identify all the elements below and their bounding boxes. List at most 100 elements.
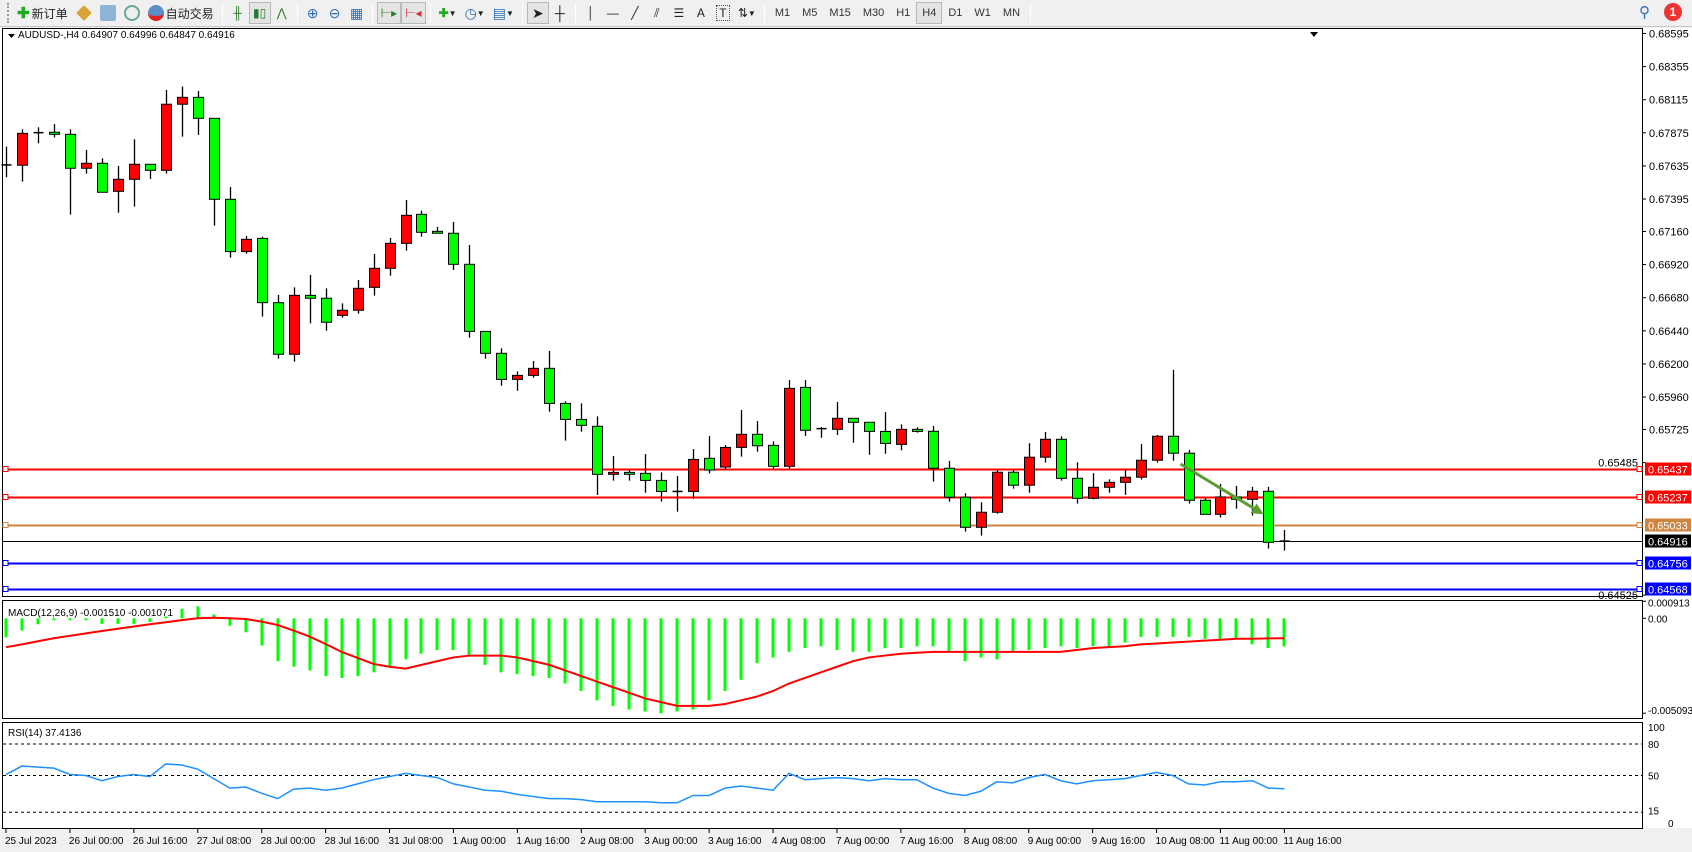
candle[interactable] xyxy=(1056,436,1067,481)
autoscroll-button[interactable]: ⊢◂ xyxy=(401,2,426,24)
timeframe-m5[interactable]: M5 xyxy=(802,7,818,19)
metaeditor-button[interactable] xyxy=(72,2,96,24)
candle[interactable] xyxy=(880,412,891,454)
crosshair-button[interactable]: ┼ xyxy=(549,2,571,24)
periods-button[interactable]: ◷ ▼ xyxy=(461,2,489,24)
bar-chart-button[interactable]: ╫ xyxy=(227,2,249,24)
candle[interactable] xyxy=(257,236,268,317)
timeframe-h4[interactable]: H4 xyxy=(916,2,943,24)
candle[interactable] xyxy=(1152,434,1163,463)
candle[interactable] xyxy=(353,280,364,314)
line-handle-left[interactable] xyxy=(2,494,9,500)
candle[interactable] xyxy=(113,165,124,213)
timeframe-mn[interactable]: MN xyxy=(1002,7,1021,19)
candle[interactable] xyxy=(401,200,412,251)
zoom-in-button[interactable]: ⊕ xyxy=(302,2,324,24)
candle[interactable] xyxy=(432,226,443,234)
candle[interactable] xyxy=(177,86,188,137)
signals-button[interactable] xyxy=(120,2,144,24)
timeframe-w1[interactable]: W1 xyxy=(974,7,991,19)
candle[interactable] xyxy=(1120,469,1131,495)
candle[interactable] xyxy=(17,129,28,182)
line-handle-left[interactable] xyxy=(2,466,9,472)
candle[interactable] xyxy=(369,253,380,296)
candle[interactable] xyxy=(1040,431,1051,463)
vertical-line-button[interactable]: │ xyxy=(580,2,602,24)
candle[interactable] xyxy=(912,427,923,433)
candle[interactable] xyxy=(49,123,60,138)
candle[interactable] xyxy=(321,288,332,331)
candle[interactable] xyxy=(960,493,971,532)
candle[interactable] xyxy=(464,244,475,338)
candle[interactable] xyxy=(448,221,459,270)
candle[interactable] xyxy=(736,410,747,457)
timeframe-m30[interactable]: M30 xyxy=(862,7,885,19)
equidistant-channel-button[interactable]: ⫽ xyxy=(646,2,668,24)
candle[interactable] xyxy=(1024,443,1035,493)
candle[interactable] xyxy=(656,472,667,502)
candle[interactable] xyxy=(1,146,12,178)
candle[interactable] xyxy=(1072,462,1083,504)
fibonacci-button[interactable]: ☰ xyxy=(668,2,690,24)
cursor-button[interactable]: ➤ xyxy=(526,2,549,24)
chart-window[interactable]: 0.68595 0.68355 0.68115 0.67875 0.67635 0.673… xyxy=(0,28,1692,852)
candle[interactable] xyxy=(704,435,715,474)
candle[interactable] xyxy=(33,127,44,144)
candle[interactable] xyxy=(1184,449,1195,504)
candle[interactable] xyxy=(145,163,156,180)
candle[interactable] xyxy=(209,117,220,226)
candle[interactable] xyxy=(385,237,396,276)
terminal-button[interactable] xyxy=(96,2,120,24)
candle[interactable] xyxy=(560,401,571,441)
trend-arrow-line[interactable] xyxy=(1179,462,1258,512)
line-handle-right[interactable] xyxy=(1636,586,1643,592)
candle[interactable] xyxy=(944,460,955,502)
timeframe-d1[interactable]: D1 xyxy=(948,7,963,19)
line-handle-left[interactable] xyxy=(2,560,9,566)
candle[interactable] xyxy=(273,294,284,359)
candle[interactable] xyxy=(1200,498,1211,515)
zoom-out-button[interactable]: ⊖ xyxy=(324,2,346,24)
candle[interactable] xyxy=(193,90,204,136)
candle[interactable] xyxy=(720,445,731,471)
text-label-button[interactable]: T xyxy=(712,2,734,24)
candlestick-button[interactable]: ▮▯ xyxy=(248,2,271,24)
candle[interactable] xyxy=(480,330,491,359)
candle[interactable] xyxy=(512,371,523,391)
timeframe-h1[interactable]: H1 xyxy=(896,7,911,19)
candle[interactable] xyxy=(768,441,779,469)
line-handle-right[interactable] xyxy=(1636,522,1643,528)
candle[interactable] xyxy=(1136,443,1147,480)
indicators-button[interactable]: ✚ ▼ xyxy=(435,2,461,24)
candle[interactable] xyxy=(624,470,635,481)
trendline-button[interactable]: ╱ xyxy=(624,2,646,24)
candle[interactable] xyxy=(544,350,555,412)
timeframe-m1[interactable]: M1 xyxy=(774,7,791,19)
candle[interactable] xyxy=(928,425,939,482)
line-handle-right[interactable] xyxy=(1636,466,1643,472)
candle[interactable] xyxy=(784,380,795,469)
candle[interactable] xyxy=(576,403,587,432)
candle[interactable] xyxy=(1168,369,1179,461)
candle[interactable] xyxy=(97,158,108,193)
candle[interactable] xyxy=(608,455,619,481)
candle[interactable] xyxy=(816,426,827,438)
notification-badge[interactable]: 1 xyxy=(1664,3,1682,21)
horizontal-line-button[interactable]: — xyxy=(602,2,624,24)
candle[interactable] xyxy=(848,417,859,443)
candle[interactable] xyxy=(161,89,172,174)
candle[interactable] xyxy=(976,502,987,536)
text-button[interactable]: A xyxy=(690,2,712,24)
candle[interactable] xyxy=(305,274,316,324)
arrows-button[interactable]: ⇅ ▼ xyxy=(734,2,760,24)
auto-trading-button[interactable]: 自动交易 xyxy=(144,2,218,24)
candle[interactable] xyxy=(896,424,907,451)
tile-windows-button[interactable]: ▦ xyxy=(346,2,368,24)
candle[interactable] xyxy=(800,380,811,436)
candle[interactable] xyxy=(289,287,300,362)
line-chart-button[interactable]: ⋀ xyxy=(271,2,293,24)
candle[interactable] xyxy=(864,421,875,455)
candle[interactable] xyxy=(241,236,252,254)
candle[interactable] xyxy=(528,361,539,378)
candle[interactable] xyxy=(496,348,507,386)
